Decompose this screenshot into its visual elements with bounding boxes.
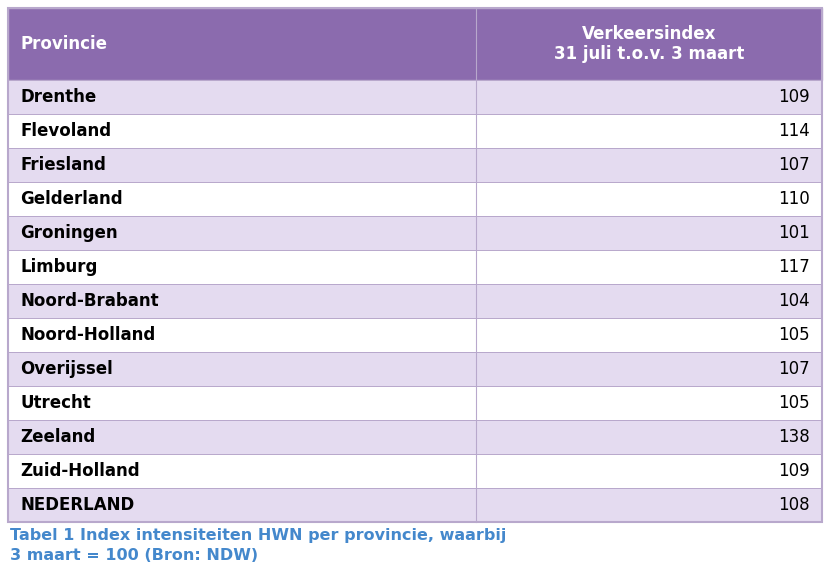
Bar [476, 148, 822, 182]
Text: Provincie: Provincie [20, 35, 107, 53]
Text: Verkeersindex
31 juli t.o.v. 3 maart: Verkeersindex 31 juli t.o.v. 3 maart [554, 25, 745, 64]
Bar [476, 114, 822, 148]
Text: Friesland: Friesland [20, 156, 106, 174]
Bar [8, 114, 476, 148]
Text: 107: 107 [779, 360, 810, 378]
Text: Flevoland: Flevoland [20, 122, 111, 140]
Bar [8, 318, 476, 352]
Text: 117: 117 [779, 258, 810, 276]
Bar [8, 386, 476, 420]
Text: 138: 138 [779, 428, 810, 446]
Bar [8, 352, 476, 386]
Bar [8, 250, 476, 284]
Text: Gelderland: Gelderland [20, 190, 123, 208]
Bar [476, 250, 822, 284]
Text: Groningen: Groningen [20, 224, 118, 242]
Text: 110: 110 [779, 190, 810, 208]
Bar [476, 352, 822, 386]
Text: Utrecht: Utrecht [20, 394, 90, 412]
Bar [476, 420, 822, 454]
Bar [8, 80, 476, 114]
Bar [8, 216, 476, 250]
Bar [8, 454, 476, 488]
Text: Zuid-Holland: Zuid-Holland [20, 462, 139, 480]
Bar [476, 386, 822, 420]
Text: 105: 105 [779, 394, 810, 412]
Bar [8, 420, 476, 454]
Text: 109: 109 [779, 462, 810, 480]
Text: Tabel 1 Index intensiteiten HWN per provincie, waarbij
3 maart = 100 (Bron: NDW): Tabel 1 Index intensiteiten HWN per prov… [10, 528, 506, 563]
Bar [476, 488, 822, 522]
Bar [8, 8, 822, 522]
Bar [476, 454, 822, 488]
Text: Overijssel: Overijssel [20, 360, 113, 378]
Text: Zeeland: Zeeland [20, 428, 95, 446]
Bar [476, 318, 822, 352]
Text: Noord-Brabant: Noord-Brabant [20, 292, 159, 310]
Text: Noord-Holland: Noord-Holland [20, 326, 155, 344]
Bar [476, 284, 822, 318]
Text: 109: 109 [779, 88, 810, 106]
Text: 107: 107 [779, 156, 810, 174]
Bar [8, 8, 822, 80]
Text: 101: 101 [779, 224, 810, 242]
Text: 114: 114 [779, 122, 810, 140]
Bar [476, 182, 822, 216]
Bar [8, 148, 476, 182]
Text: Drenthe: Drenthe [20, 88, 96, 106]
Text: 104: 104 [779, 292, 810, 310]
Bar [476, 216, 822, 250]
Bar [476, 80, 822, 114]
Bar [8, 284, 476, 318]
Text: Limburg: Limburg [20, 258, 97, 276]
Text: 105: 105 [779, 326, 810, 344]
Text: NEDERLAND: NEDERLAND [20, 496, 134, 514]
Text: 108: 108 [779, 496, 810, 514]
Bar [8, 182, 476, 216]
Bar [8, 488, 476, 522]
